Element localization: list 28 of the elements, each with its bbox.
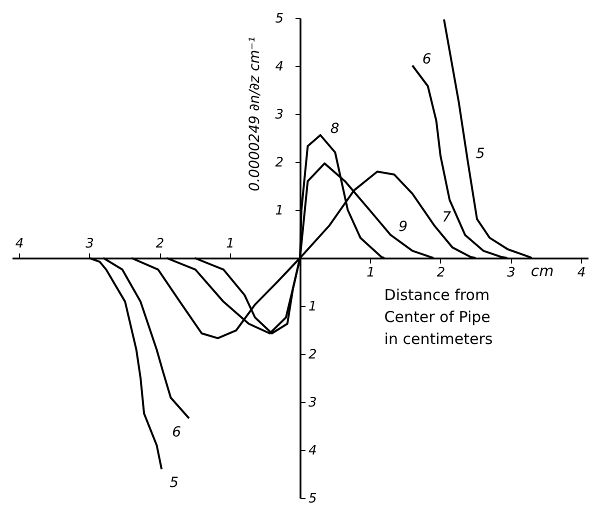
x-tick-label: 2 [436, 266, 446, 280]
series-label: 9 [398, 218, 408, 235]
series-label: 5 [476, 146, 485, 162]
x2-tick-label: 4 [15, 236, 24, 252]
x2-tick-label: 1 [226, 236, 234, 252]
annotation: cm [530, 262, 554, 280]
y-tick-label: 4 [275, 60, 284, 74]
series-label: 8 [330, 121, 340, 138]
x-axis-title: Distance from Center of Pipe in centimeters [384, 286, 493, 348]
y2-tick-label: 4 [308, 444, 317, 458]
x2-tick-label: 3 [86, 236, 94, 252]
y-tick-label: 3 [275, 108, 284, 122]
y2-tick-label: 3 [308, 396, 317, 410]
y-axis-title: 0.0000249 ∂n/∂z cm⁻¹ [247, 36, 263, 192]
y-tick-label: 2 [275, 156, 284, 170]
y-tick-label: 1 [275, 204, 284, 218]
x-tick-label: 1 [366, 266, 375, 280]
y2-tick-label: 1 [308, 300, 317, 314]
x-tick-label: 3 [507, 266, 516, 280]
x-tick-label: 4 [577, 266, 586, 280]
series-label: 7 [442, 209, 452, 226]
y2-tick-label: 2 [308, 348, 317, 362]
text: 5 [170, 475, 179, 492]
y-tick-label: 5 [275, 12, 284, 26]
text: 6 [172, 424, 182, 440]
series-label: 6 [422, 52, 432, 68]
y2-tick-label: 5 [308, 492, 317, 506]
x2-tick-label: 2 [156, 236, 164, 252]
